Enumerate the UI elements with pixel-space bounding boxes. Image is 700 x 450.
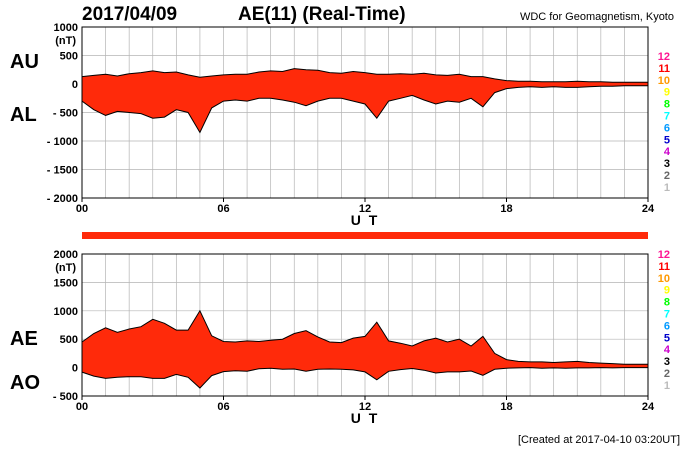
panel2-station-label: 6	[664, 320, 670, 332]
panel2-series-ao-line	[81, 367, 648, 389]
panel2-station-label: 12	[658, 249, 670, 261]
panel2-xtick-label: 18	[500, 401, 512, 413]
panel1-station-label: 9	[664, 87, 670, 99]
panel1-xtick-label: 12	[359, 203, 371, 215]
panel1-series-al-line	[81, 85, 648, 134]
panel2-station-label: 2	[664, 368, 670, 380]
panel1-station-label: 12	[658, 51, 670, 63]
panel1-station-label: 4	[664, 146, 671, 158]
panel1-station-label: 2	[664, 170, 670, 182]
panel2-xtick-label: 00	[76, 401, 88, 413]
panel2-ytick-label: 1500	[54, 277, 78, 289]
panel2-series-ae-line	[81, 309, 648, 365]
panel1-station-label: 11	[658, 63, 670, 75]
panel2-station-label: 7	[664, 309, 670, 321]
panel1-ylabel: (nT)	[55, 35, 76, 47]
panel2-xtick-label: 12	[359, 401, 371, 413]
panel1-series-au-line	[81, 68, 648, 83]
panel2-ytick-label: 2000	[54, 249, 78, 261]
panel2-ytick-label: 0	[72, 363, 78, 375]
chart-title: AE(11) (Real-Time)	[238, 4, 406, 25]
panel1-station-label: 1	[664, 182, 670, 194]
panel1-ytick-label: 500	[60, 51, 78, 63]
panel1-xtick-label: 06	[217, 203, 229, 215]
panel2-ytick-label: 500	[60, 334, 78, 346]
panel2-ylabel: (nT)	[55, 262, 76, 274]
panel1-station-label: 7	[664, 111, 670, 123]
panel1-xlabel: U T	[351, 212, 380, 228]
panel2-station-label: 4	[664, 344, 671, 356]
panel2-station-label: 1	[664, 380, 670, 392]
panel1-envelope-fill	[82, 68, 648, 133]
panel1-xtick-label: 00	[76, 203, 88, 215]
panel1-ytick-label: - 1000	[47, 136, 78, 148]
panel2-station-label: 10	[658, 273, 670, 285]
panel2-station-label: 8	[664, 297, 670, 309]
chart-date: 2017/04/09	[82, 4, 178, 25]
panel2-xtick-label: 06	[217, 401, 229, 413]
panel1-xtick-label: 24	[642, 203, 655, 215]
panel1-lower-label: AL	[10, 104, 37, 126]
panel1-xtick-label: 18	[500, 203, 512, 215]
panel1-station-label: 6	[664, 122, 670, 134]
panel2-upper-label: AE	[10, 328, 38, 350]
panel2-station-label: 9	[664, 285, 670, 297]
panel2-lower-label: AO	[10, 372, 40, 394]
panel1-ytick-label: - 1500	[47, 165, 78, 177]
panel2-envelope-fill	[82, 310, 648, 388]
panel1-station-label: 8	[664, 99, 670, 111]
panel1-ytick-label: 1000	[54, 22, 78, 34]
panel1-ytick-label: 0	[72, 79, 78, 91]
panel1-ytick-label: - 500	[53, 108, 78, 120]
panel2-xlabel: U T	[351, 410, 380, 426]
panel1-station-label: 10	[658, 75, 670, 87]
panel2-xtick-label: 24	[642, 401, 655, 413]
panel2-ytick-label: - 500	[53, 391, 78, 403]
panel2-ytick-label: 1000	[54, 306, 78, 318]
panel2-station-label: 11	[658, 261, 670, 273]
panel1-upper-label: AU	[10, 51, 39, 73]
data-source: WDC for Geomagnetism, Kyoto	[519, 11, 674, 23]
panel2-station-label: 3	[664, 356, 670, 368]
panel1-station-label: 5	[664, 134, 670, 146]
panel1-ytick-label: - 2000	[47, 193, 78, 205]
panel-separator-bar	[82, 232, 648, 239]
panel2-station-label: 5	[664, 332, 670, 344]
panel1-station-label: 3	[664, 158, 670, 170]
creation-timestamp: [Created at 2017-04-10 03:20UT]	[517, 434, 680, 446]
